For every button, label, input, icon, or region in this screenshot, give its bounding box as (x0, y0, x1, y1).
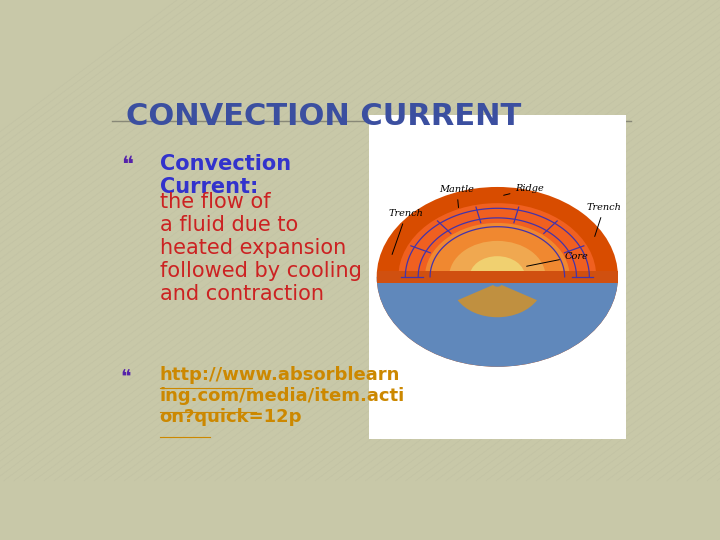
Circle shape (469, 256, 525, 298)
Text: CONVECTION CURRENT: CONVECTION CURRENT (126, 102, 521, 131)
Text: ❝: ❝ (121, 368, 131, 387)
Text: Convection
Current:: Convection Current: (160, 154, 291, 198)
Text: Trench: Trench (587, 203, 621, 237)
Bar (369, 114, 626, 439)
Text: Core: Core (526, 252, 589, 266)
Circle shape (377, 187, 618, 367)
Wedge shape (377, 277, 618, 367)
Text: Trench: Trench (389, 210, 423, 254)
Circle shape (398, 203, 596, 350)
Circle shape (425, 223, 570, 331)
Text: Ridge: Ridge (504, 184, 544, 195)
Bar (377, 271, 618, 283)
Text: http://www.absorblearn
ing.com/media/item.acti
on?quick=12p: http://www.absorblearn ing.com/media/ite… (160, 366, 405, 426)
Text: the flow of
a fluid due to
heated expansion
followed by cooling
and contraction: the flow of a fluid due to heated expans… (160, 192, 361, 305)
Text: Mantle: Mantle (439, 185, 474, 207)
Wedge shape (458, 285, 537, 318)
Circle shape (449, 241, 546, 313)
Text: ❝: ❝ (121, 156, 132, 176)
